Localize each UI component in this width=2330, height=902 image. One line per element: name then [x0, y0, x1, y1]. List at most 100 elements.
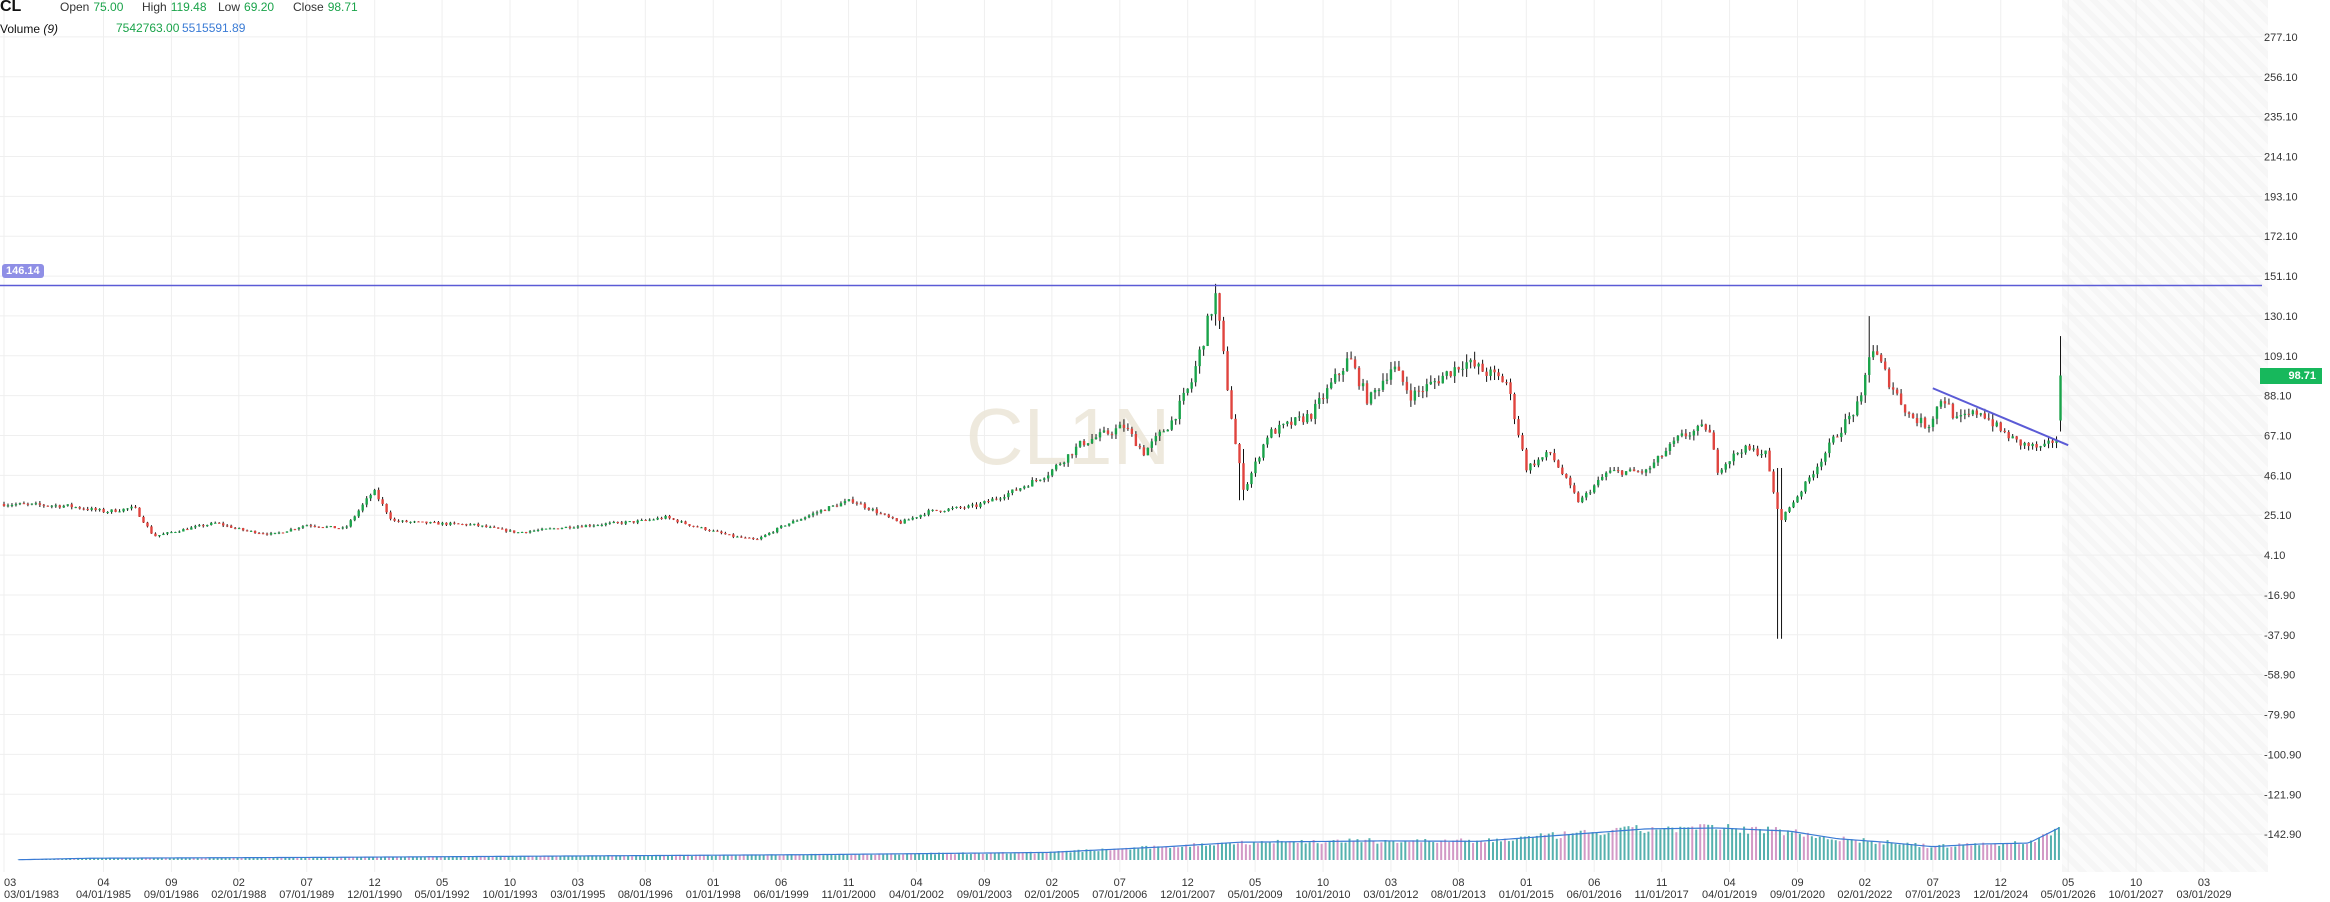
x-tick-label-top: 11: [1656, 877, 1667, 889]
volume-bar: [1583, 829, 1586, 860]
volume-bar: [352, 856, 355, 860]
x-tick-label-top: 03: [2198, 877, 2210, 889]
x-tick-label-top: 12: [1995, 877, 2007, 889]
candle-body: [1058, 464, 1062, 466]
volume-bar: [1209, 844, 1212, 860]
candle-body: [1190, 382, 1193, 389]
candle-body: [1306, 414, 1309, 423]
candle-body: [369, 495, 372, 499]
volume-bar: [1743, 826, 1746, 860]
candle-body: [1541, 457, 1544, 460]
volume-ma-value: 5515591.89: [182, 21, 246, 35]
candle-body: [58, 505, 61, 508]
x-tick-label-top: 12: [1182, 877, 1194, 889]
candle-body: [2007, 432, 2010, 439]
volume-bar: [1551, 832, 1554, 860]
candle-body: [78, 507, 81, 509]
candle-body: [1325, 388, 1329, 399]
volume-bar: [647, 855, 650, 860]
watermark-text: CL1N: [966, 392, 1171, 481]
volume-bar: [344, 857, 347, 860]
volume-bar: [1635, 825, 1638, 860]
candle-body: [931, 509, 934, 511]
candle-body: [768, 532, 771, 535]
volume-bar: [1507, 841, 1510, 860]
candle-body: [94, 508, 97, 511]
volume-bar: [1013, 853, 1016, 860]
volume-bar: [1324, 842, 1327, 860]
candle-body: [1597, 479, 1600, 486]
volume-bar: [1727, 824, 1730, 860]
candle-body: [1604, 472, 1608, 477]
volume-bar: [1679, 826, 1682, 860]
candle-body: [269, 533, 273, 535]
volume-bar: [188, 857, 191, 860]
volume-bar: [1850, 839, 1853, 860]
candle-body: [684, 521, 687, 525]
volume-bar: [615, 855, 618, 860]
candle-body: [1003, 497, 1006, 499]
volume-bar: [1436, 842, 1439, 860]
candle-body: [764, 534, 767, 538]
volume-bar: [882, 854, 885, 860]
candle-body: [305, 525, 309, 527]
candle-body: [445, 522, 448, 525]
candle-body: [1824, 453, 1827, 462]
volume-bar: [543, 855, 546, 860]
x-tick-label-top: 07: [1927, 877, 1939, 889]
candle-body: [696, 526, 699, 528]
candle-body: [1792, 502, 1795, 508]
candle-body: [803, 517, 807, 520]
volume-bar: [997, 853, 1000, 860]
volume-bar: [1755, 826, 1758, 860]
horizontal-line-badge[interactable]: 146.14: [2, 264, 44, 278]
candle-body: [1521, 435, 1524, 450]
candle-body: [62, 505, 65, 508]
candle-body: [1708, 429, 1711, 433]
candle-body: [772, 532, 775, 534]
volume-bar: [1428, 841, 1431, 860]
candle-body: [317, 526, 321, 528]
volume-bar: [419, 856, 422, 860]
candle-body: [628, 521, 631, 523]
candle-body: [1760, 454, 1763, 456]
candle-body: [473, 523, 476, 525]
volume-bar: [1790, 832, 1793, 860]
volume-bar: [531, 856, 534, 860]
volume-bar: [1224, 842, 1227, 860]
volume-bar: [1348, 838, 1351, 860]
candle-body: [1082, 440, 1086, 446]
volume-bar: [372, 857, 375, 860]
volume-bar: [244, 857, 247, 860]
candle-body: [1290, 421, 1293, 425]
x-tick-label-top: 12: [369, 877, 381, 889]
candle-body: [1234, 418, 1237, 445]
candle-body: [1047, 475, 1050, 479]
close-field: Close 98.71: [293, 0, 358, 14]
candle-body: [967, 505, 970, 508]
volume-bar: [304, 857, 307, 860]
volume-bar: [870, 854, 873, 860]
candle-body: [1608, 470, 1612, 473]
low-value: 69.20: [244, 0, 275, 14]
y-tick-label: 277.10: [2264, 32, 2298, 44]
volume-bar: [1647, 831, 1650, 860]
volume-bar: [555, 856, 558, 860]
candle-body: [1732, 453, 1735, 462]
volume-bar: [1699, 824, 1702, 860]
candle-body: [987, 501, 990, 503]
volume-bar: [726, 855, 729, 860]
candle-body: [1808, 477, 1811, 482]
x-tick-label-top: 02: [233, 877, 245, 889]
volume-bar: [61, 858, 64, 860]
candle-body: [1150, 441, 1154, 448]
volume-bar: [906, 853, 909, 860]
volume-bar: [969, 853, 972, 860]
x-tick-label: 06/01/2016: [1567, 889, 1622, 901]
candle-body: [1250, 473, 1253, 485]
volume-bar: [1603, 834, 1606, 860]
volume-bar: [1053, 851, 1056, 860]
candle-body: [604, 523, 608, 525]
